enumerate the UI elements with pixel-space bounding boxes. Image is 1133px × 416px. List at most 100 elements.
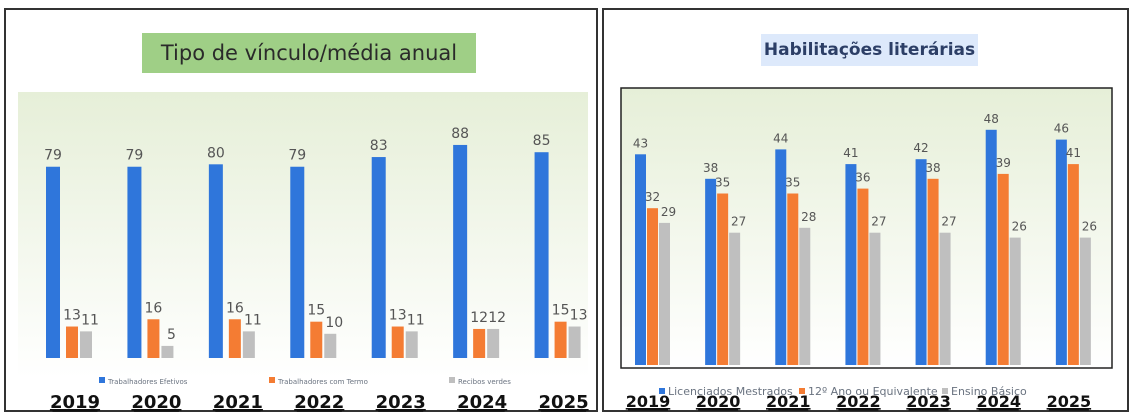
bar-recibos-verdes-2020 <box>161 345 174 358</box>
year-label-2022: 2022 <box>836 392 881 411</box>
bar-licenciados-mestrados-2020 <box>705 178 717 365</box>
data-label-ensino-b-sico-2024: 26 <box>1012 220 1027 234</box>
legend-label-12-ano-ou-equivalente: 12º Ano ou Equivalente <box>808 385 938 398</box>
bar-12-ano-ou-equivalente-2025 <box>1067 164 1079 365</box>
legend-swatch-12-ano-ou-equivalente <box>799 388 805 394</box>
year-label-2021: 2021 <box>766 392 811 411</box>
data-label-ensino-b-sico-2019: 29 <box>661 205 676 219</box>
data-label-12-ano-ou-equivalente-2023: 38 <box>925 161 940 175</box>
data-label-ensino-b-sico-2022: 27 <box>871 215 886 229</box>
left-chart-title: Tipo de vínculo/média anual <box>142 33 476 73</box>
legend-swatch-ensino-b-sico <box>942 388 948 394</box>
bar-ensino-b-sico-2021 <box>799 227 811 365</box>
year-label-2023: 2023 <box>906 392 951 411</box>
legend-swatch-licenciados-mestrados <box>659 388 665 394</box>
bar-trabalhadores-efetivos-2019 <box>46 166 60 358</box>
year-label-2019: 2019 <box>50 392 100 413</box>
bar-trabalhadores-efetivos-2025 <box>534 152 549 358</box>
data-label-trabalhadores-efetivos-2023: 83 <box>370 138 388 154</box>
right-chart-svg: 4332292019383527202044352820214136272022… <box>620 87 1113 411</box>
data-label-ensino-b-sico-2020: 27 <box>731 215 746 229</box>
data-label-trabalhadores-efetivos-2025: 85 <box>533 133 551 149</box>
bar-recibos-verdes-2024 <box>487 328 500 358</box>
bar-trabalhadores-efetivos-2022 <box>290 166 305 358</box>
year-label-2025: 2025 <box>1047 392 1092 411</box>
right-chart-title: Habilitações literárias <box>761 34 978 66</box>
year-label-2022: 2022 <box>294 392 344 413</box>
bar-trabalhadores-efetivos-2020 <box>127 166 142 358</box>
data-label-12-ano-ou-equivalente-2022: 36 <box>855 171 870 185</box>
data-label-trabalhadores-com-termo-2021: 16 <box>226 300 244 316</box>
data-label-trabalhadores-efetivos-2019: 79 <box>44 148 62 164</box>
data-label-recibos-verdes-2020: 5 <box>167 327 176 343</box>
bar-12-ano-ou-equivalente-2023 <box>927 178 939 365</box>
bar-ensino-b-sico-2020 <box>729 232 741 365</box>
data-label-12-ano-ou-equivalente-2019: 32 <box>645 190 660 204</box>
bar-12-ano-ou-equivalente-2020 <box>717 193 729 365</box>
bar-trabalhadores-efetivos-2024 <box>453 144 468 358</box>
data-label-licenciados-mestrados-2022: 41 <box>843 146 858 160</box>
data-label-ensino-b-sico-2023: 27 <box>941 215 956 229</box>
bar-12-ano-ou-equivalente-2022 <box>857 188 869 365</box>
data-label-ensino-b-sico-2025: 26 <box>1082 220 1097 234</box>
data-label-12-ano-ou-equivalente-2025: 41 <box>1066 146 1081 160</box>
year-label-2020: 2020 <box>696 392 741 411</box>
data-label-trabalhadores-com-termo-2019: 13 <box>63 308 81 324</box>
right-chart-panel: Habilitações literárias 43 32 29 2019 38 35 27… <box>602 8 1129 412</box>
data-label-trabalhadores-efetivos-2022: 79 <box>288 148 306 164</box>
bar-recibos-verdes-2019 <box>80 331 92 358</box>
data-label-trabalhadores-efetivos-2020: 79 <box>126 148 144 164</box>
data-label-recibos-verdes-2022: 10 <box>325 315 343 331</box>
legend-swatch-recibos-verdes <box>449 377 455 383</box>
data-label-recibos-verdes-2024: 12 <box>488 310 506 326</box>
year-label-2023: 2023 <box>376 392 426 413</box>
legend-swatch-trabalhadores-com-termo <box>269 377 275 383</box>
bar-trabalhadores-com-termo-2022 <box>310 321 323 358</box>
data-label-recibos-verdes-2019: 11 <box>81 312 99 328</box>
data-label-licenciados-mestrados-2024: 48 <box>984 112 999 126</box>
legend-label-ensino-b-sico: Ensino Básico <box>951 385 1027 398</box>
data-label-recibos-verdes-2025: 13 <box>570 308 588 324</box>
legend-label-recibos-verdes: Recibos verdes <box>458 378 511 386</box>
data-label-ensino-b-sico-2021: 28 <box>801 210 816 224</box>
year-label-2025: 2025 <box>539 392 589 413</box>
data-label-trabalhadores-efetivos-2021: 80 <box>207 145 225 161</box>
data-label-trabalhadores-com-termo-2024: 12 <box>470 310 488 326</box>
bar-recibos-verdes-2022 <box>324 333 337 358</box>
bar-licenciados-mestrados-2022 <box>845 164 857 365</box>
bar-12-ano-ou-equivalente-2024 <box>997 173 1009 365</box>
data-label-recibos-verdes-2021: 11 <box>244 312 262 328</box>
year-label-2021: 2021 <box>213 392 263 413</box>
left-chart-panel: Tipo de vínculo/média anual 79 13 11 2019 79… <box>4 8 598 413</box>
data-label-trabalhadores-com-termo-2025: 15 <box>552 303 570 319</box>
bar-trabalhadores-com-termo-2020 <box>147 319 160 358</box>
bar-licenciados-mestrados-2019 <box>635 154 646 365</box>
bar-recibos-verdes-2025 <box>568 326 581 358</box>
data-label-trabalhadores-com-termo-2022: 15 <box>307 303 325 319</box>
bar-trabalhadores-com-termo-2021 <box>228 319 241 358</box>
year-label-2024: 2024 <box>457 392 507 413</box>
legend-swatch-trabalhadores-efetivos <box>99 377 105 383</box>
data-label-12-ano-ou-equivalente-2020: 35 <box>715 176 730 190</box>
bar-licenciados-mestrados-2021 <box>775 149 787 365</box>
bar-ensino-b-sico-2022 <box>869 232 881 365</box>
bar-trabalhadores-efetivos-2021 <box>208 164 223 358</box>
bar-ensino-b-sico-2023 <box>939 232 951 365</box>
bar-trabalhadores-com-termo-2024 <box>473 328 486 358</box>
bar-ensino-b-sico-2019 <box>659 222 670 365</box>
bar-12-ano-ou-equivalente-2019 <box>647 208 658 365</box>
legend-label-licenciados-mestrados: Licenciados Mestrados <box>668 385 793 398</box>
data-label-trabalhadores-com-termo-2023: 13 <box>389 308 407 324</box>
year-label-2019: 2019 <box>626 392 671 411</box>
data-label-trabalhadores-efetivos-2024: 88 <box>451 126 469 142</box>
data-label-licenciados-mestrados-2021: 44 <box>773 131 788 145</box>
bar-trabalhadores-com-termo-2025 <box>554 321 567 358</box>
bar-recibos-verdes-2021 <box>242 331 255 358</box>
legend-label-trabalhadores-efetivos: Trabalhadores Efetivos <box>107 378 188 386</box>
bar-ensino-b-sico-2024 <box>1009 237 1021 365</box>
data-label-licenciados-mestrados-2023: 42 <box>913 141 928 155</box>
data-label-12-ano-ou-equivalente-2021: 35 <box>785 176 800 190</box>
data-label-trabalhadores-com-termo-2020: 16 <box>145 300 163 316</box>
year-label-2024: 2024 <box>976 392 1021 411</box>
